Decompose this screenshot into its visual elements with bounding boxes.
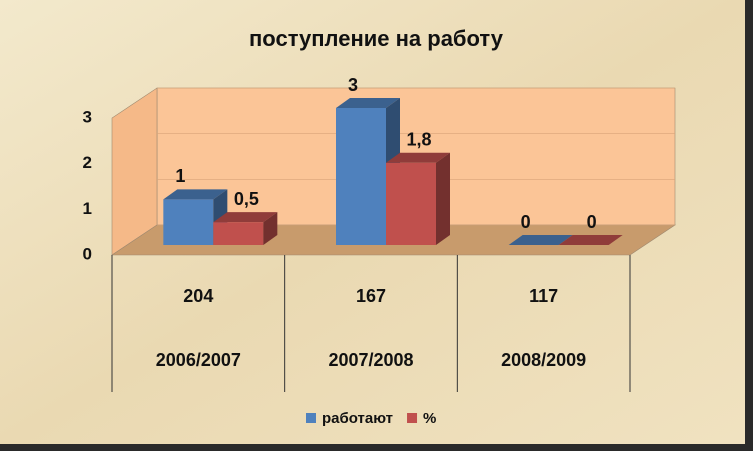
bar-front [163, 199, 214, 245]
bar [163, 189, 228, 245]
data-label: 1 [175, 166, 185, 186]
bar-front [386, 162, 436, 245]
bar-front [336, 108, 386, 245]
legend-label: % [423, 410, 436, 427]
x-group-label: 2006/2007 [156, 350, 241, 370]
data-label: 0 [587, 212, 597, 232]
legend-label: работают [322, 410, 393, 427]
y-tick-label: 0 [83, 244, 92, 263]
bar-top [508, 235, 573, 245]
legend-swatch [306, 413, 316, 423]
bar-top [213, 212, 278, 223]
x-tick-label: 117 [529, 286, 558, 306]
bar-top [558, 235, 623, 245]
data-label: 1,8 [406, 130, 431, 150]
x-group-label: 2008/2009 [501, 350, 586, 370]
bar-side [263, 212, 278, 245]
y-tick-label: 1 [83, 199, 92, 218]
bar [213, 212, 278, 245]
y-tick-label: 3 [83, 107, 92, 126]
x-group-label: 2007/2008 [328, 350, 413, 370]
bar [336, 98, 400, 245]
bar-top [163, 189, 228, 200]
data-label: 0 [521, 212, 531, 232]
legend-swatch [407, 413, 418, 423]
x-tick-label: 204 [183, 286, 213, 306]
chart-title: поступление на работу [249, 26, 504, 51]
y-tick-label: 2 [83, 153, 92, 172]
bar [558, 235, 623, 245]
bar-front [213, 222, 264, 245]
bar-top [386, 152, 450, 163]
bar [508, 235, 573, 245]
bar-side [436, 152, 450, 245]
x-tick-label: 167 [356, 286, 386, 306]
data-label: 3 [348, 75, 358, 95]
bar-top [336, 98, 400, 108]
bar [386, 152, 450, 245]
data-label: 0,5 [234, 189, 259, 209]
